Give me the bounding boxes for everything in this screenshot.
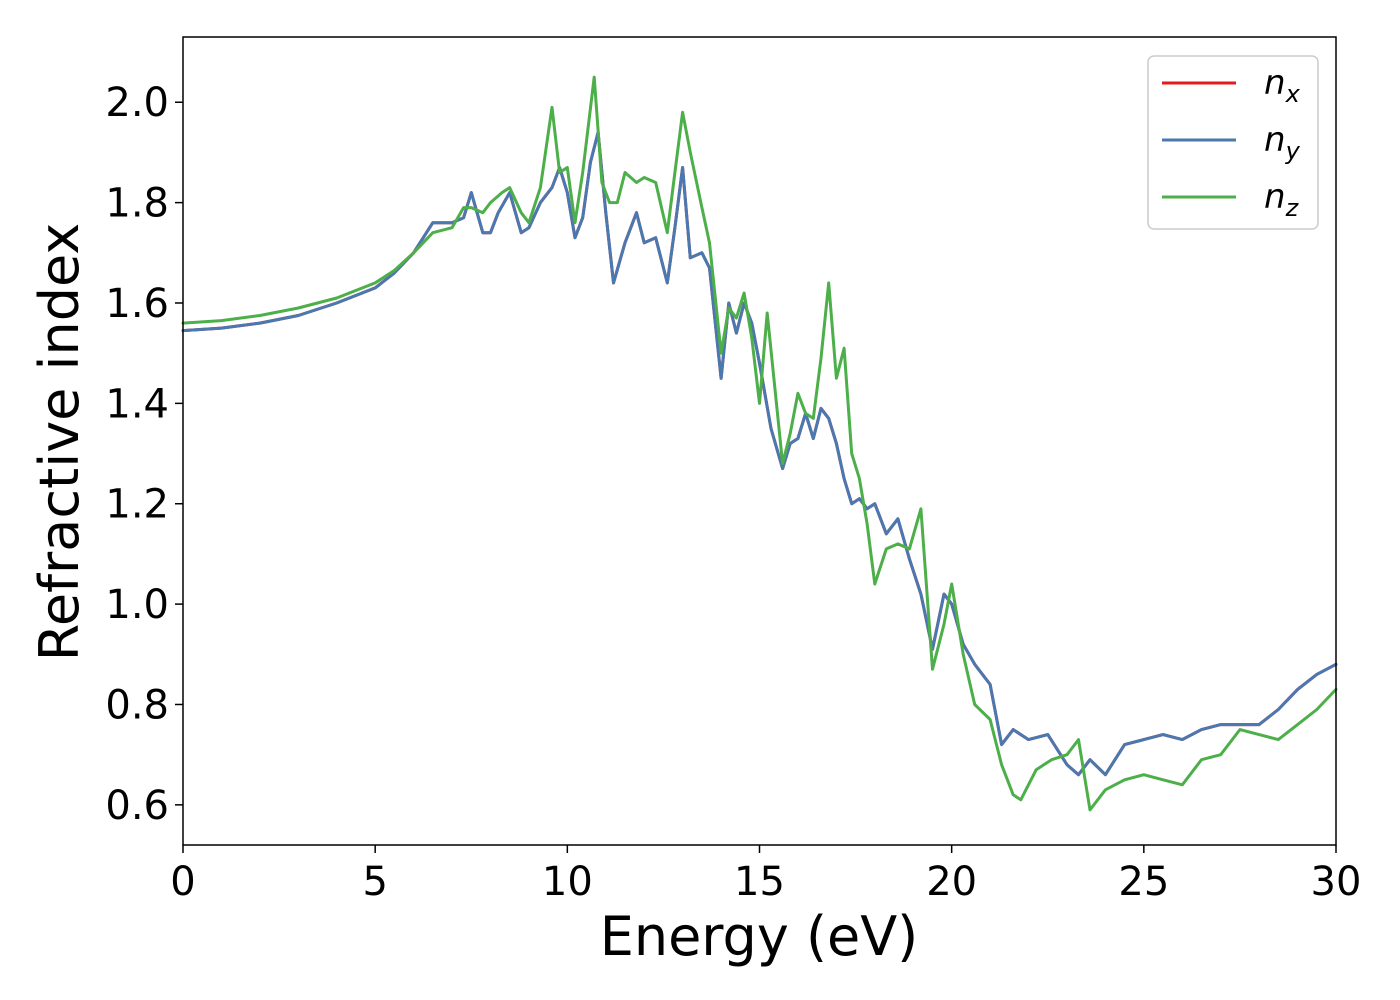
y-tick-label: 0.6 (105, 783, 169, 829)
x-tick-label: 10 (542, 859, 593, 905)
x-tick-label: 0 (170, 859, 195, 905)
x-axis-ticks: 0 5 10 15 20 25 30 (170, 845, 1361, 905)
x-tick-label: 5 (362, 859, 387, 905)
x-axis-label: Energy (eV) (600, 905, 919, 968)
series-line-y (181, 130, 1338, 777)
legend: nx ny nz (1147, 55, 1319, 230)
y-tick-label: 1.0 (105, 582, 169, 628)
series-line-z (181, 75, 1338, 812)
y-tick-label: 1.4 (105, 381, 169, 427)
x-tick-label: 20 (926, 859, 977, 905)
y-tick-label: 1.6 (105, 281, 169, 327)
legend-box (1147, 55, 1319, 230)
x-tick-label: 25 (1118, 859, 1169, 905)
y-tick-label: 1.8 (105, 181, 169, 227)
x-tick-label: 30 (1311, 859, 1362, 905)
y-axis-ticks: 0.6 0.8 1.0 1.2 1.4 1.6 1.8 2.0 (105, 80, 183, 829)
legend-label-y: ny (1264, 120, 1301, 165)
x-tick-label: 15 (734, 859, 785, 905)
y-tick-label: 1.2 (105, 482, 169, 528)
y-tick-label: 2.0 (105, 80, 169, 126)
legend-label-x: nx (1264, 63, 1301, 108)
series-layer (181, 75, 1338, 812)
legend-label-z: nz (1264, 177, 1300, 222)
y-tick-label: 0.8 (105, 682, 169, 728)
y-axis-label: Refractive index (28, 223, 91, 662)
